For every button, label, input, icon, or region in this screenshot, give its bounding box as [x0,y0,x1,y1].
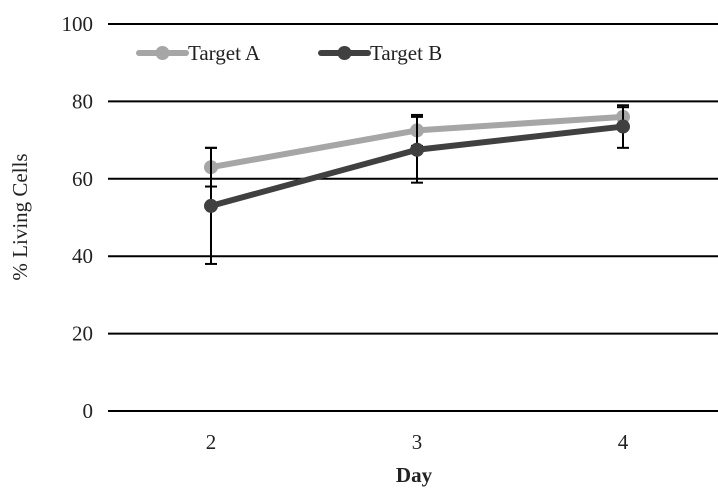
y-tick-label: 60 [72,167,93,191]
legend-label: Target B [370,41,442,65]
legend-marker [337,46,352,60]
legend-item: Target A [136,41,261,65]
series-target-b [204,104,630,265]
y-tick-label: 20 [72,322,93,346]
x-tick-label: 2 [206,430,217,454]
x-tick-label: 4 [618,430,629,454]
data-point [204,198,218,213]
gridlines [108,23,718,412]
y-tick-label: 100 [62,12,94,36]
legend-item: Target B [318,41,442,65]
data-point [616,119,630,134]
x-tick-label: 3 [412,430,423,454]
y-tick-label: 80 [72,89,93,113]
y-tick-label: 40 [72,244,93,268]
legend: Target A Target B [136,41,442,65]
y-axis-ticks: 0 20 40 60 80 100 [62,12,94,423]
y-axis-title: % Living Cells [8,153,32,280]
series-layer [204,104,630,265]
legend-label: Target A [188,41,261,65]
data-point [410,142,424,157]
y-tick-label: 0 [83,399,94,423]
x-axis-title: Day [396,463,433,487]
legend-marker [155,46,170,60]
x-axis-ticks: 2 3 4 [206,430,629,454]
